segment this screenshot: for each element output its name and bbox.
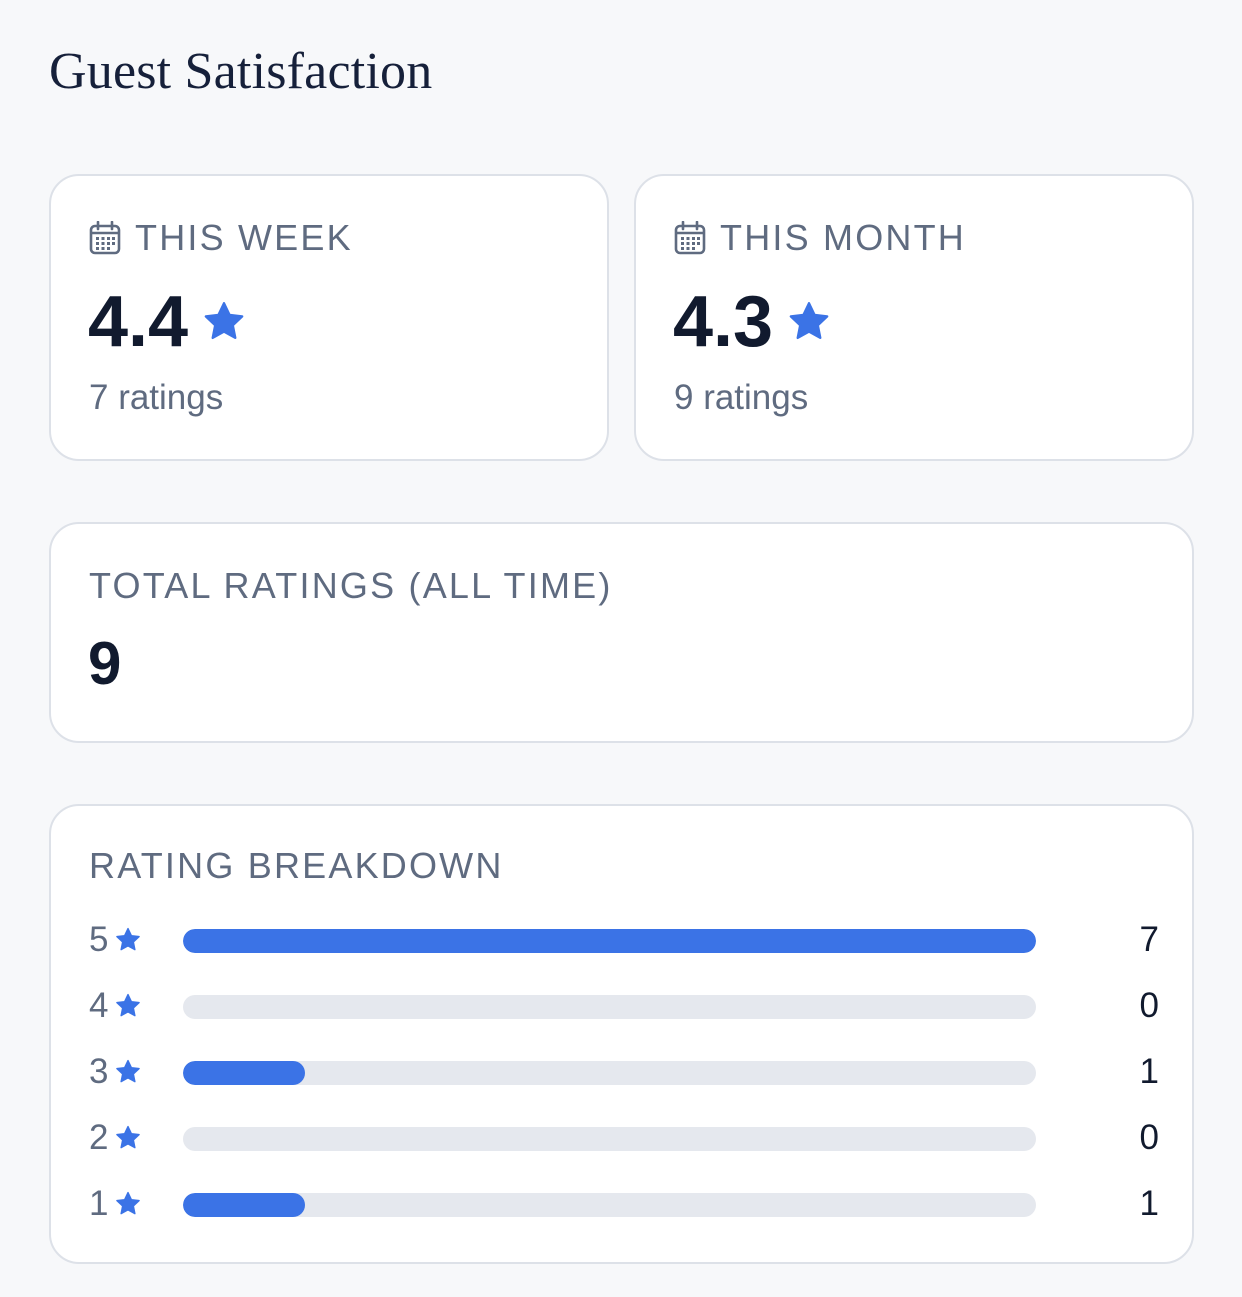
- rating-bar-fill: [183, 1193, 305, 1217]
- rating-count: 1: [1139, 1184, 1159, 1223]
- rating-row-label: 4: [89, 982, 142, 1030]
- rating-bar-track: [183, 1127, 1036, 1151]
- rating-breakdown-label: RATING BREAKDOWN: [89, 845, 504, 886]
- rating-bar-track: [183, 1061, 1036, 1085]
- star-icon: [116, 1059, 141, 1083]
- rating-row-label: 1: [89, 1180, 142, 1228]
- rating-count: 0: [1139, 986, 1159, 1025]
- total-ratings-value: 9: [88, 630, 122, 697]
- this-month-ratings-count: 9 ratings: [674, 378, 809, 417]
- star-icon: [204, 302, 244, 340]
- page-title: Guest Satisfaction: [49, 43, 433, 100]
- star-level: 1: [89, 1184, 109, 1223]
- calendar-icon: [674, 221, 706, 255]
- star-icon: [116, 927, 141, 951]
- star-icon: [116, 1125, 141, 1149]
- star-level: 2: [89, 1118, 109, 1157]
- rating-bar-track: [183, 929, 1036, 953]
- rating-row-label: 2: [89, 1114, 142, 1162]
- this-week-rating: 4.4: [88, 282, 189, 362]
- rating-count: 0: [1139, 1118, 1159, 1157]
- this-month-header: THIS MONTH: [674, 218, 966, 258]
- rating-bar-fill: [183, 929, 1036, 953]
- rating-row-4: 4 0: [89, 982, 1159, 1048]
- this-week-header: THIS WEEK: [89, 218, 353, 258]
- this-month-card: THIS MONTH 4.3 9 ratings: [634, 174, 1194, 461]
- rating-breakdown-rows: 5 7 4 0 3: [89, 916, 1159, 1246]
- this-month-label: THIS MONTH: [720, 217, 966, 258]
- this-month-rating: 4.3: [673, 282, 774, 362]
- rating-row-3: 3 1: [89, 1048, 1159, 1114]
- total-ratings-card: TOTAL RATINGS (ALL TIME) 9: [49, 522, 1194, 743]
- this-week-card: THIS WEEK 4.4 7 ratings: [49, 174, 609, 461]
- this-week-label: THIS WEEK: [135, 217, 353, 258]
- rating-row-2: 2 0: [89, 1114, 1159, 1180]
- star-icon: [789, 302, 829, 340]
- rating-count: 1: [1139, 1052, 1159, 1091]
- calendar-icon: [89, 221, 121, 255]
- rating-row-5: 5 7: [89, 916, 1159, 982]
- rating-row-label: 3: [89, 1048, 142, 1096]
- star-level: 5: [89, 920, 109, 959]
- star-icon: [116, 993, 141, 1017]
- star-level: 4: [89, 986, 109, 1025]
- rating-bar-track: [183, 1193, 1036, 1217]
- rating-bar-track: [183, 995, 1036, 1019]
- star-icon: [116, 1191, 141, 1215]
- this-month-rating-row: 4.3: [673, 282, 833, 362]
- rating-breakdown-card: RATING BREAKDOWN 5 7 4: [49, 804, 1194, 1264]
- this-week-rating-row: 4.4: [88, 282, 248, 362]
- total-ratings-label: TOTAL RATINGS (ALL TIME): [89, 565, 613, 606]
- star-level: 3: [89, 1052, 109, 1091]
- rating-row-label: 5: [89, 916, 142, 964]
- rating-count: 7: [1139, 920, 1159, 959]
- rating-row-1: 1 1: [89, 1180, 1159, 1246]
- rating-bar-fill: [183, 1061, 305, 1085]
- this-week-ratings-count: 7 ratings: [89, 378, 224, 417]
